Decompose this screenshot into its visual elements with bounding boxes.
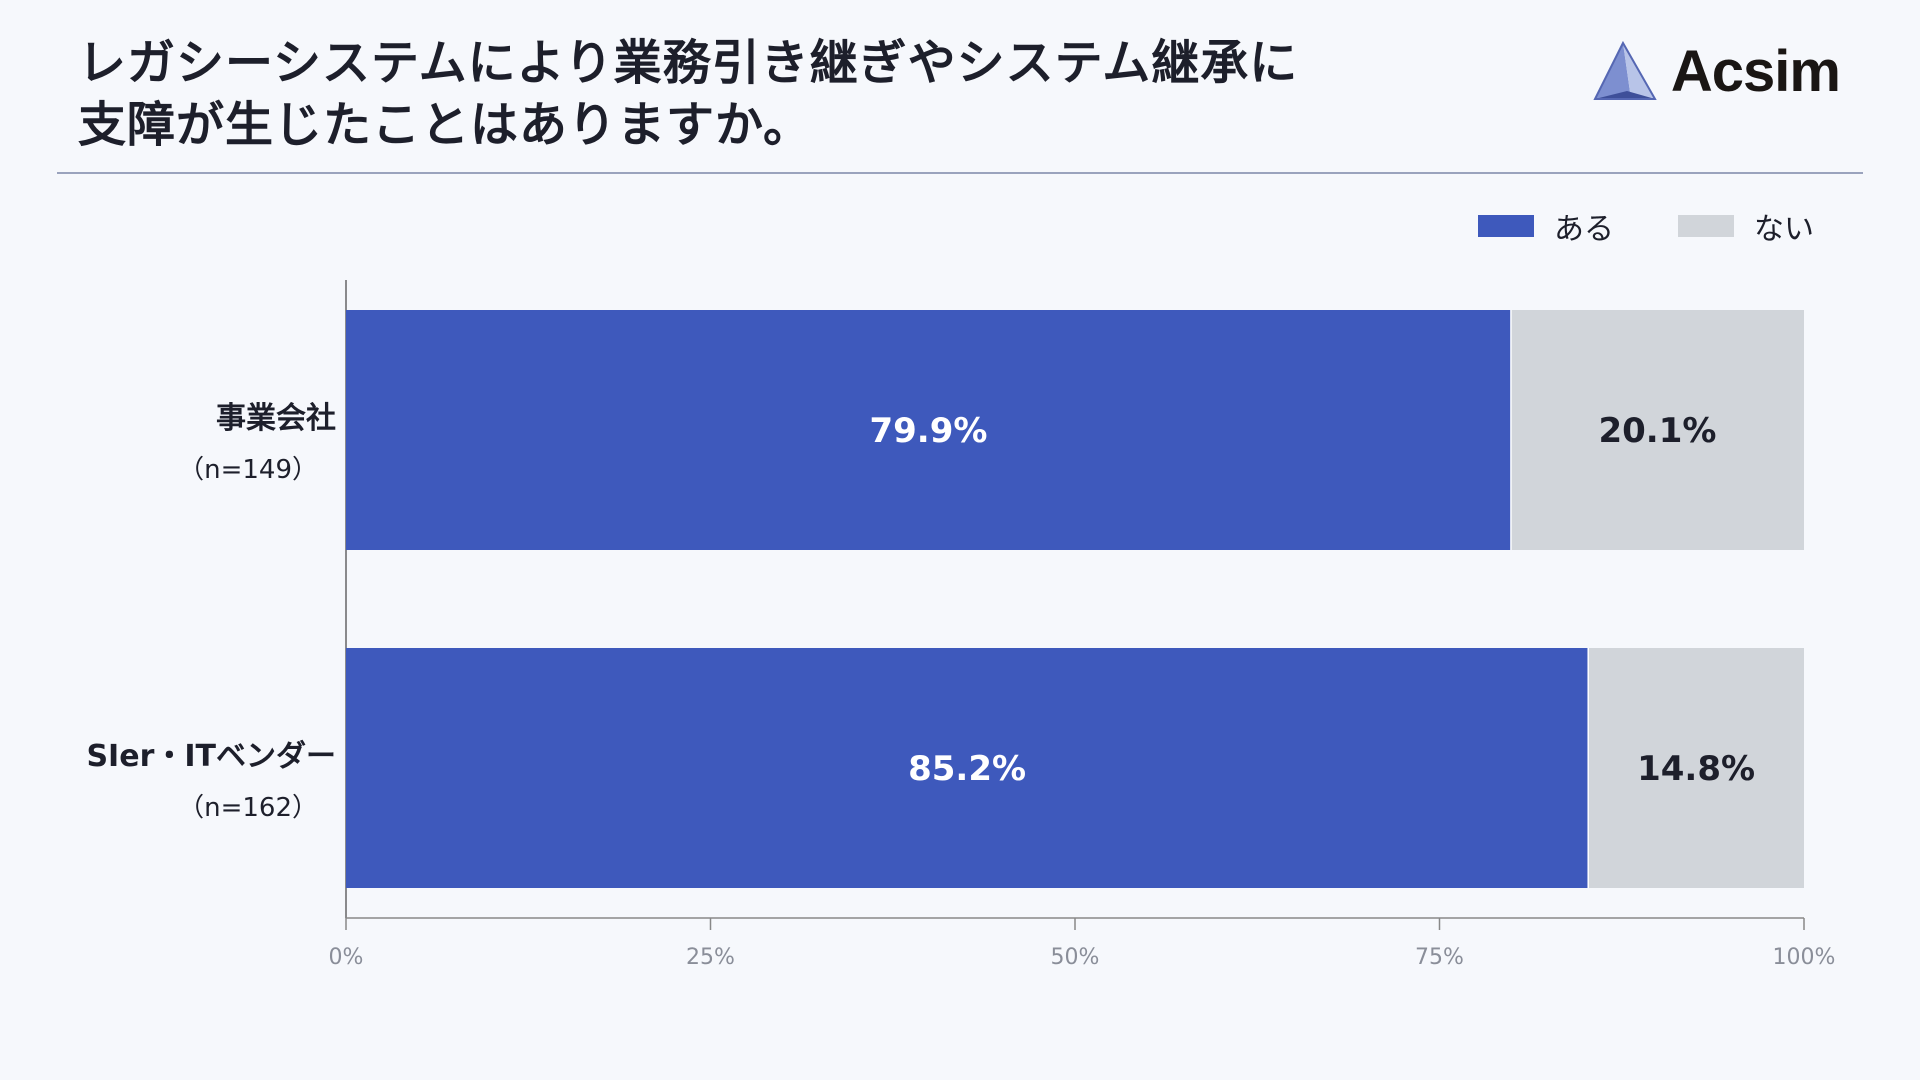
category-label-1: SIer・ITベンダー [86, 739, 336, 774]
title-divider [57, 172, 1863, 174]
data-label-no-1: 14.8% [1637, 749, 1755, 789]
legend-swatch-yes [1478, 215, 1534, 237]
bar-no-0 [1510, 310, 1804, 550]
legend-item-yes: ある [1478, 204, 1614, 248]
chart-legend: ある ない [1478, 204, 1814, 248]
bar-yes-1 [346, 648, 1589, 888]
x-tick-label-0: 0% [329, 945, 364, 970]
data-label-no-0: 20.1% [1598, 411, 1716, 451]
legend-label-no: ない [1754, 212, 1814, 247]
chart-title: レガシーシステムにより業務引き継ぎやシステム継承に 支障が生じたことはありますか… [78, 32, 1298, 156]
category-count-0: （n=149） [178, 455, 318, 485]
data-label-yes-1: 85.2% [908, 749, 1026, 789]
category-label-0: 事業会社 [216, 401, 336, 436]
category-count-1: （n=162） [178, 793, 318, 823]
legend-item-no: ない [1678, 204, 1814, 248]
triangle-prism-logo-icon [1593, 40, 1657, 100]
legend-label-yes: ある [1554, 212, 1614, 247]
bar-yes-0 [346, 310, 1511, 550]
legend-swatch-no [1678, 215, 1734, 237]
acsim-logo: Acsim [1591, 38, 1841, 105]
x-tick-label-100: 100% [1773, 945, 1836, 970]
data-label-yes-0: 79.9% [869, 411, 987, 451]
bar-no-1 [1588, 648, 1804, 888]
x-tick-label-50: 50% [1051, 945, 1100, 970]
logo-text: Acsim [1670, 39, 1841, 104]
chart-title-line1: レガシーシステムにより業務引き継ぎやシステム継承に [78, 35, 1299, 91]
x-tick-label-25: 25% [686, 945, 735, 970]
x-tick-label-75: 75% [1415, 945, 1464, 970]
chart-title-line2: 支障が生じたことはありますか。 [78, 97, 813, 153]
